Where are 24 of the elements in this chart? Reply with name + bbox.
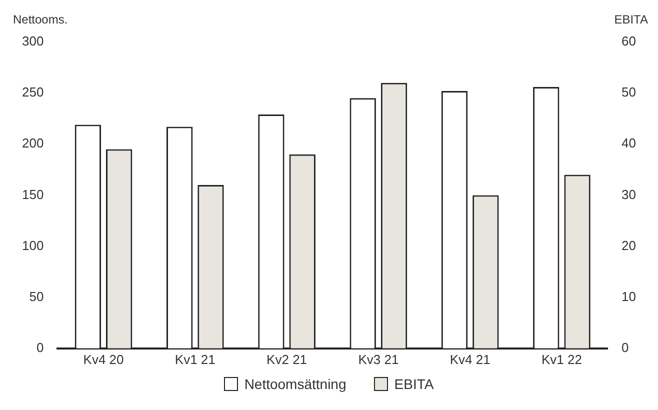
y2-tick-label: 60	[622, 34, 636, 49]
y2-tick-label: 30	[622, 186, 636, 202]
y-tick-label: 250	[22, 84, 44, 100]
x-tick-label: Kv1 21	[174, 352, 216, 367]
text: Nettoomsättning	[244, 376, 346, 392]
y2-axis-title: EBITA	[614, 12, 648, 26]
y-tick-label: 150	[22, 186, 44, 202]
y2-tick-label: 50	[622, 84, 636, 100]
y-tick-label: 300	[22, 34, 44, 49]
x-tick-label: Kv3 21	[358, 352, 399, 367]
x-tick-label: Kv1 22	[541, 352, 582, 367]
y2-tick-label: 20	[622, 238, 636, 253]
legend-label: EBITA	[394, 376, 434, 392]
y2-tick-label: 0	[622, 340, 629, 355]
y-tick-label: 100	[22, 238, 44, 253]
x-tick-label: Kv4 21	[450, 352, 490, 367]
y2-tick-label: 40	[622, 136, 636, 151]
x-tick-label: Kv4 20	[83, 352, 124, 367]
y2-tick-label: 10	[622, 288, 636, 304]
y-tick-label: 50	[29, 288, 44, 304]
y-tick-label: 0	[36, 340, 44, 355]
y-tick-label: 200	[22, 136, 44, 151]
y-axis-title: Nettooms.	[13, 12, 68, 26]
x-tick-label: Kv2 21	[266, 352, 308, 367]
